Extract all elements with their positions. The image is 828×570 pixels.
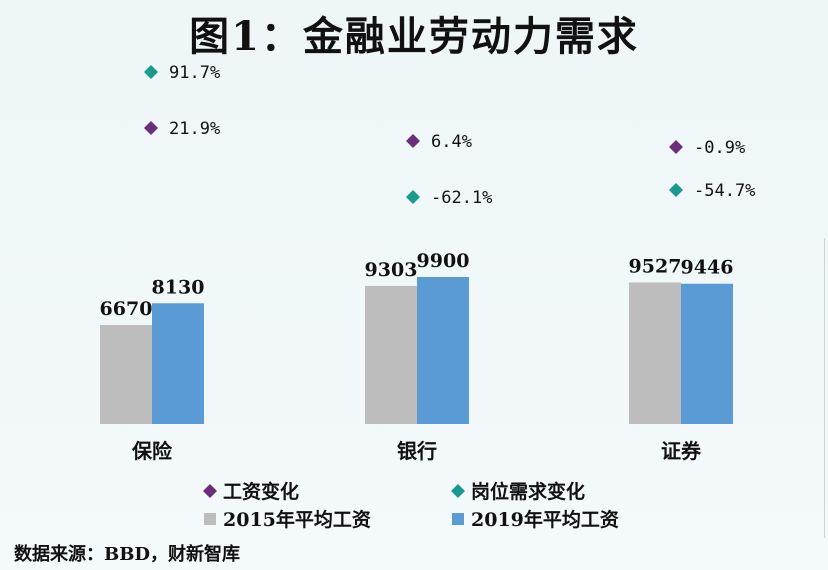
category-label: 银行 [397, 439, 437, 463]
wage-change-marker [406, 134, 420, 148]
legend-diamond-icon [451, 484, 465, 498]
legend-label: 2019年平均工资 [471, 508, 619, 531]
bar-value-label: 8130 [152, 276, 205, 298]
bar-2015 [629, 282, 681, 424]
legend-label: 2015年平均工资 [223, 508, 371, 531]
bar-2019 [417, 277, 469, 424]
bar-value-label: 9303 [365, 259, 418, 281]
marker-value-label: -54.7% [694, 181, 755, 201]
bar-2015 [100, 324, 152, 424]
marker-value-label: 91.7% [169, 63, 220, 83]
category-label: 证券 [661, 439, 702, 463]
category-label: 保险 [131, 439, 173, 463]
frame-rule [824, 238, 825, 538]
wage-change-marker [669, 140, 683, 154]
marker-value-label: 21.9% [169, 119, 220, 139]
marker-value-label: -0.9% [694, 138, 745, 158]
marker-value-label: -62.1% [431, 188, 492, 208]
bar-value-label: 6670 [100, 298, 153, 320]
job-change-marker [669, 183, 683, 197]
bar-2015 [365, 285, 417, 424]
bar-value-label: 9900 [417, 250, 470, 272]
marker-value-label: 6.4% [431, 132, 472, 152]
legend-square-icon [452, 513, 464, 525]
bar-value-label: 9446 [681, 257, 734, 279]
wage-change-marker [144, 121, 158, 135]
bar-value-label: 9527 [629, 256, 682, 278]
bar-2019 [681, 283, 733, 424]
job-change-marker [406, 190, 420, 204]
job-change-marker [144, 65, 158, 79]
legend-label: 工资变化 [223, 480, 299, 503]
chart-title: 图1：金融业劳动力需求 [189, 13, 639, 60]
legend-label: 岗位需求变化 [471, 480, 585, 503]
source-note: 数据来源：BBD，财新智库 [14, 544, 241, 565]
bar-2019 [152, 303, 204, 424]
legend-square-icon [204, 513, 216, 525]
legend-diamond-icon [203, 484, 217, 498]
